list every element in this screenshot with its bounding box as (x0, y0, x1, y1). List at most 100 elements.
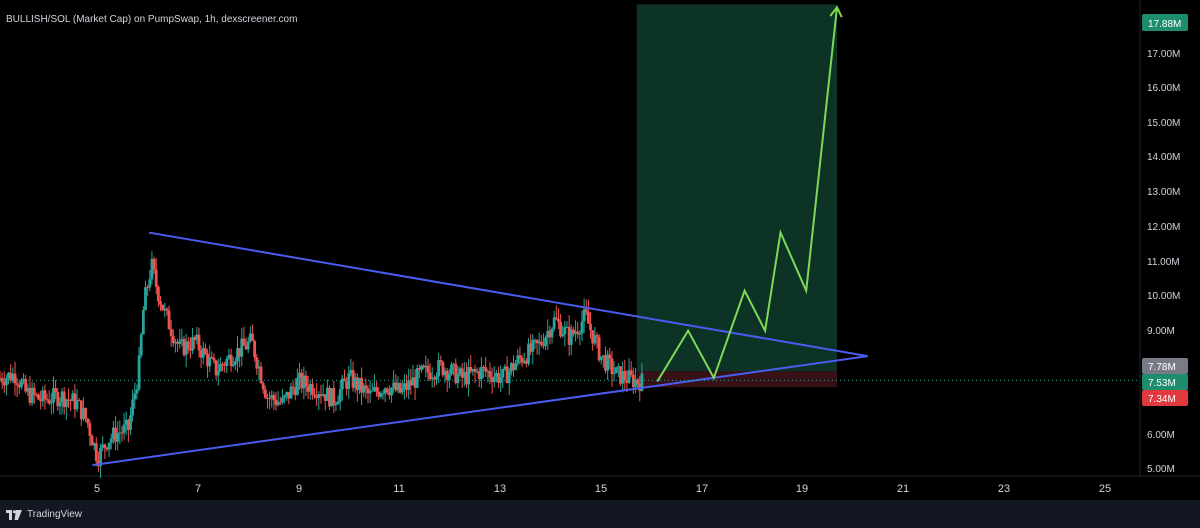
candle-up (118, 432, 122, 434)
candle-down (539, 341, 543, 345)
candle-up (317, 394, 321, 399)
candle-down (377, 391, 381, 397)
time-tick: 23 (998, 483, 1010, 495)
candle-up (411, 377, 415, 386)
time-tick: 5 (94, 483, 100, 495)
candle-down (54, 388, 58, 393)
candle-down (610, 358, 614, 375)
candle-down (518, 355, 522, 358)
candle-down (15, 383, 19, 385)
candle-down (595, 335, 599, 337)
candle-down (572, 329, 575, 334)
price-tick: 11.00M (1147, 257, 1180, 268)
candle-down (193, 336, 197, 341)
candle-down (619, 366, 622, 384)
candle-up (531, 339, 535, 352)
candle-up (289, 386, 293, 399)
tradingview-logo-icon[interactable] (6, 510, 22, 520)
time-tick: 13 (494, 483, 506, 495)
candle-up (492, 376, 496, 382)
target-price-tag-label: 17.88M (1148, 19, 1181, 30)
candle-up (334, 404, 338, 406)
candle-up (480, 366, 483, 380)
candle-up (107, 442, 111, 450)
candle-up (240, 338, 244, 357)
plot-area[interactable] (0, 0, 1140, 476)
time-tick: 9 (296, 483, 302, 495)
triangle-lower-trendline (92, 355, 868, 467)
target-price-tag (1142, 14, 1188, 31)
candle-up (552, 317, 556, 329)
candle-down (428, 372, 432, 380)
candle-down (86, 418, 90, 424)
tradingview-brand[interactable]: TradingView (27, 509, 83, 520)
candle-down (484, 367, 488, 372)
candle-up (139, 334, 143, 356)
candle-up (407, 380, 411, 391)
candle-down (345, 381, 349, 389)
candle-down (535, 339, 539, 344)
candle-up (99, 447, 102, 467)
candle-down (167, 310, 171, 330)
candle-down (169, 329, 173, 337)
candle-down (548, 330, 552, 338)
candle-up (420, 365, 423, 371)
candle-down (47, 399, 51, 404)
candle-up (606, 354, 610, 371)
time-tick: 7 (195, 483, 201, 495)
candle-down (73, 393, 77, 410)
candle-down (405, 383, 408, 391)
stop-price-tag-label: 7.34M (1148, 394, 1176, 405)
candle-down (120, 432, 124, 434)
candle-down (313, 394, 316, 396)
candle-down (432, 377, 436, 380)
candle-down (287, 392, 291, 399)
projection-path (656, 7, 838, 383)
candle-up (225, 358, 229, 366)
time-tick: 19 (796, 483, 808, 495)
candle-down (597, 336, 601, 361)
time-axis[interactable]: 5 7 9 11 13 15 17 19 21 23 25 (94, 483, 1111, 495)
candle-down (103, 444, 107, 448)
candle-up (180, 338, 184, 342)
candle-up (527, 343, 530, 364)
candle-down (266, 397, 269, 399)
candle-down (274, 399, 278, 406)
candle-up (368, 390, 372, 394)
last-price-tag-label: 7.53M (1148, 378, 1176, 389)
candle-down (186, 341, 190, 350)
candle-down (409, 380, 413, 386)
candle-up (550, 328, 554, 338)
candle-up (330, 388, 334, 407)
candle-down (355, 377, 359, 391)
candle-up (336, 401, 340, 405)
candle-up (201, 348, 205, 358)
candle-down (512, 363, 515, 370)
candle-down (32, 387, 36, 395)
candle-down (589, 323, 592, 331)
candle-up (349, 370, 353, 374)
candle-down (360, 377, 363, 393)
candle-down (460, 368, 464, 378)
candle-down (364, 385, 368, 389)
candle-up (148, 279, 152, 288)
candle-up (430, 377, 434, 380)
candle-down (161, 304, 165, 311)
candle-up (133, 393, 137, 400)
chart-title: BULLISH/SOL (Market Cap) on PumpSwap, 1h… (6, 14, 298, 25)
candle-up (122, 424, 126, 433)
candle-up (191, 336, 194, 351)
candle-up (233, 361, 237, 365)
candle-up (452, 363, 456, 365)
candle-down (623, 371, 627, 381)
candle-up (514, 363, 518, 370)
candle-down (567, 326, 571, 345)
time-tick: 11 (393, 483, 404, 495)
candle-down (253, 340, 257, 358)
candle-up (184, 341, 188, 356)
candle-down (319, 394, 323, 396)
candle-down (165, 308, 169, 311)
candle-down (417, 368, 421, 371)
candle-up (283, 395, 286, 398)
price-axis[interactable]: 17.00M 16.00M 15.00M 14.00M 13.00M 12.00… (1142, 14, 1188, 475)
